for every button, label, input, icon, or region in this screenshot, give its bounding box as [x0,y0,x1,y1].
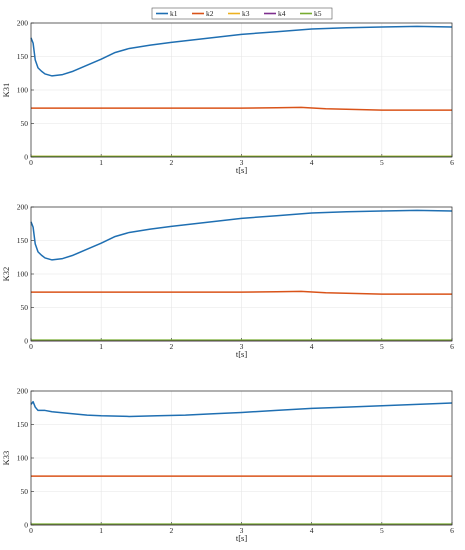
legend-box [151,7,333,20]
x-axis-label: t[s] [236,533,248,543]
x-tick-label: 1 [99,158,103,167]
series-line-k1 [30,400,453,418]
y-tick-label: 150 [17,420,29,429]
x-tick-label: 3 [240,342,244,351]
y-tick-label: 0 [24,521,28,530]
x-tick-label: 0 [29,526,33,535]
y-tick-label: 0 [24,153,28,162]
series-line-k1 [30,209,453,261]
legend-label-k1: k1 [170,9,178,18]
legend: k1 k2 k3 k4 k5 [151,7,333,20]
series-line-k1 [30,25,453,77]
x-tick-label: 6 [450,158,454,167]
y-tick-label: 0 [24,337,28,346]
y-axis-label: K32 [1,267,11,282]
x-tick-label: 1 [99,526,103,535]
x-tick-label: 6 [450,342,454,351]
y-tick-label: 150 [17,52,29,61]
x-tick-label: 6 [450,526,454,535]
x-tick-label: 2 [169,158,173,167]
x-tick-label: 4 [310,526,314,535]
y-tick-label: 100 [17,454,29,463]
x-tick-label: 5 [380,342,384,351]
y-tick-label: 200 [17,203,29,212]
x-tick-label: 2 [169,342,173,351]
plot-k31: 0 1 2 3 4 5 6 0 50 100 150 200 t[s] K31 [1,19,454,175]
y-tick-label: 200 [17,387,29,396]
legend-label-k2: k2 [206,9,214,18]
x-tick-label: 0 [29,342,33,351]
y-tick-label: 50 [21,303,29,312]
plot-frame [30,390,453,526]
plot-frame [30,22,453,158]
x-tick-label: 1 [99,342,103,351]
y-tick-label: 200 [17,19,29,28]
legend-label-k3: k3 [242,9,250,18]
series-line-k2 [31,106,452,111]
x-tick-label: 3 [240,158,244,167]
y-tick-label: 100 [17,86,29,95]
series-line-k2 [31,290,452,295]
x-tick-label: 4 [310,158,314,167]
x-tick-label: 4 [310,342,314,351]
x-tick-label: 2 [169,526,173,535]
plot-frame [30,206,453,342]
legend-label-k4: k4 [278,9,286,18]
y-tick-label: 50 [21,487,29,496]
x-tick-label: 5 [380,526,384,535]
y-tick-label: 50 [21,119,29,128]
legend-label-k5: k5 [314,9,322,18]
y-axis-label: K31 [1,83,11,98]
x-tick-label: 5 [380,158,384,167]
y-axis-label: K33 [1,451,11,466]
y-tick-label: 150 [17,236,29,245]
plot-k33: 0 1 2 3 4 5 6 0 50 100 150 200 t[s] K33 [1,387,454,543]
x-axis-label: t[s] [236,165,248,175]
plot-k32: 0 1 2 3 4 5 6 0 50 100 150 200 t[s] K32 [1,203,454,359]
x-tick-label: 0 [29,158,33,167]
x-tick-label: 3 [240,526,244,535]
y-tick-label: 100 [17,270,29,279]
x-axis-label: t[s] [236,349,248,359]
